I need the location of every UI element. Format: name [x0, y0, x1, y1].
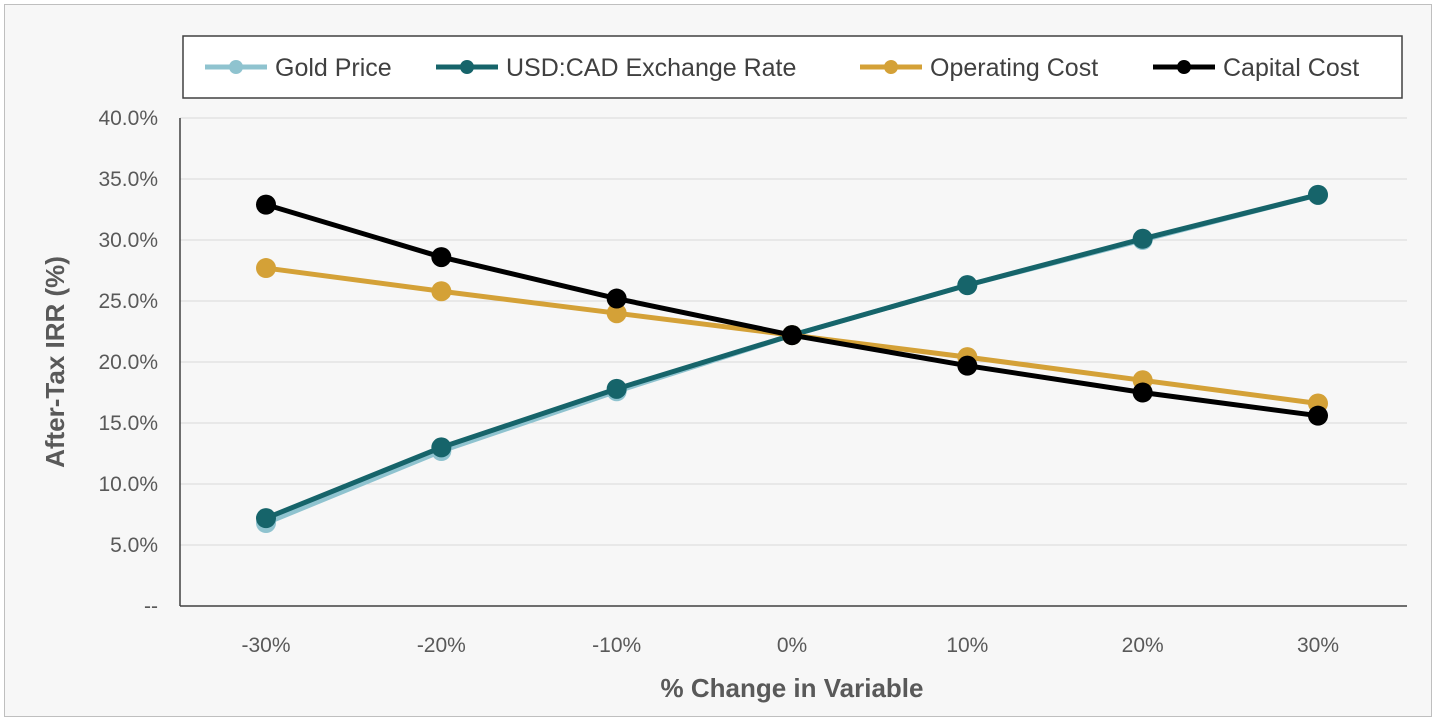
y-tick-label: 40.0% [98, 107, 158, 130]
series-line [265, 192, 1319, 521]
y-tick-label: 35.0% [98, 168, 158, 191]
legend-label: Gold Price [275, 54, 392, 82]
data-point [256, 194, 276, 215]
y-tick-label: 15.0% [98, 412, 158, 435]
legend-item: Operating Cost [860, 54, 1098, 82]
y-tick-label: -- [144, 595, 158, 618]
y-tick-label: 5.0% [110, 534, 158, 557]
legend-swatch-marker [229, 60, 243, 74]
legend-swatch-marker [460, 60, 474, 74]
x-tick-label: -20% [417, 634, 466, 657]
series-line [265, 192, 1319, 526]
legend-label: Capital Cost [1223, 54, 1359, 82]
x-tick-label: -10% [592, 634, 641, 657]
x-tick-labels: -30% -20% -10% 0% 10% 20% 30% [241, 634, 1339, 657]
data-point [957, 355, 978, 376]
x-tick-label: -30% [241, 634, 290, 657]
data-point [1132, 382, 1153, 403]
gridlines [180, 117, 1407, 546]
y-axis-title: After-Tax IRR (%) [40, 256, 70, 468]
data-point [957, 275, 978, 296]
y-tick-labels: -- 5.0% 10.0% 15.0% 20.0% 25.0% 30.0% 35.0% 40.0… [98, 107, 158, 618]
data-point [782, 325, 802, 346]
data-point [606, 303, 627, 324]
legend-item: Gold Price [205, 54, 392, 82]
axes [179, 118, 1407, 607]
data-point [431, 437, 452, 458]
y-tick-label: 30.0% [98, 229, 158, 252]
data-point [256, 508, 276, 529]
data-point [1308, 184, 1328, 205]
series-capital-cost [256, 194, 1328, 426]
legend-item: Capital Cost [1153, 54, 1359, 82]
legend-item: USD:CAD Exchange Rate [436, 54, 796, 82]
x-tick-label: 20% [1122, 634, 1164, 657]
x-tick-label: 0% [777, 634, 807, 657]
y-tick-label: 10.0% [98, 473, 158, 496]
y-tick-label: 25.0% [98, 290, 158, 313]
series-gold-price [256, 184, 1328, 534]
data-point [431, 247, 452, 268]
x-tick-label: 30% [1297, 634, 1339, 657]
x-tick-label: 10% [946, 634, 988, 657]
x-axis-title: % Change in Variable [661, 673, 924, 703]
data-point [431, 281, 452, 302]
series-usd-cad-exchange-rate [256, 184, 1328, 529]
series-lines [256, 184, 1328, 534]
legend: Gold Price USD:CAD Exchange Rate Operating… [182, 35, 1403, 99]
data-point [1308, 405, 1328, 426]
data-point [1132, 228, 1153, 249]
data-point [256, 258, 276, 279]
data-point [606, 288, 627, 309]
legend-swatch-marker [884, 60, 898, 74]
legend-label: Operating Cost [930, 54, 1098, 82]
legend-items: Gold Price USD:CAD Exchange Rate Operating… [205, 54, 1359, 82]
y-tick-label: 20.0% [98, 351, 158, 374]
data-point [606, 378, 627, 399]
legend-label: USD:CAD Exchange Rate [506, 54, 796, 82]
legend-swatch-marker [1177, 60, 1191, 74]
